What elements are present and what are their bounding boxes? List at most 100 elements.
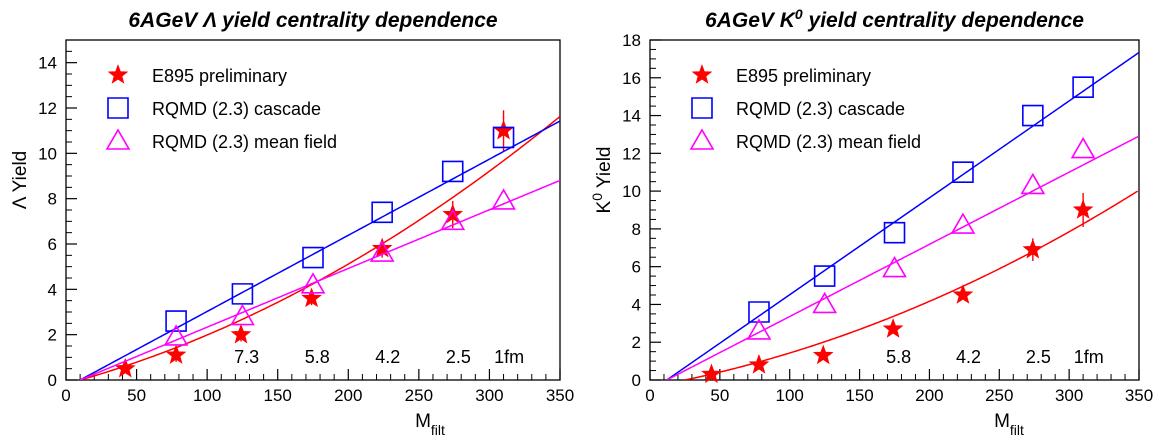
data-point xyxy=(371,237,393,258)
centrality-annotation: 7.3 xyxy=(234,347,259,367)
plot-frame xyxy=(65,39,561,381)
data-point xyxy=(882,318,904,338)
data-point xyxy=(369,240,395,262)
y-tick-label: 10 xyxy=(38,144,57,163)
x-tick-label: 350 xyxy=(1125,386,1153,405)
centrality-annotation: 2.5 xyxy=(446,347,471,367)
data-point xyxy=(1022,104,1044,127)
data-point xyxy=(701,363,722,384)
data-point xyxy=(1020,172,1046,195)
series-triangle xyxy=(666,135,1139,380)
y-tick-label: 12 xyxy=(622,144,641,163)
centrality-annotation: 4.2 xyxy=(375,347,400,367)
legend-marker xyxy=(691,97,713,119)
data-point xyxy=(883,221,906,244)
series-square xyxy=(79,120,560,380)
y-tick-label: 4 xyxy=(632,295,641,314)
y-tick-label: 16 xyxy=(622,69,641,88)
x-tick-label: 0 xyxy=(61,386,70,405)
x-tick-label: 200 xyxy=(334,386,362,405)
y-tick-label: 2 xyxy=(48,326,57,345)
data-point xyxy=(440,208,466,231)
data-point xyxy=(1022,238,1044,259)
legend-label: RQMD (2.3) mean field xyxy=(152,132,337,152)
legend-label: RQMD (2.3) cascade xyxy=(152,99,321,119)
data-point xyxy=(441,160,464,183)
data-point xyxy=(230,323,252,344)
centrality-annotation: 5.8 xyxy=(886,347,911,367)
legend-marker xyxy=(107,97,129,119)
y-tick-label: 10 xyxy=(622,182,641,201)
data-point xyxy=(882,255,907,278)
data-point xyxy=(302,246,324,269)
data-point xyxy=(114,357,136,378)
centrality-annotation: 1fm xyxy=(1074,347,1104,367)
x-tick-label: 300 xyxy=(1055,386,1083,405)
x-tick-label: 200 xyxy=(915,386,943,405)
x-tick-label: 150 xyxy=(845,386,873,405)
x-axis-label: Mfilt xyxy=(415,411,445,438)
chart-panel-2: 6AGeV K0 yield centrality dependence 0 50 1… xyxy=(589,6,1153,438)
y-tick-label: 18 xyxy=(622,31,641,50)
chart-title: 6AGeV K0 yield centrality dependence xyxy=(705,6,1084,32)
centrality-annotation: 5.8 xyxy=(305,347,330,367)
y-tick-label: 4 xyxy=(48,280,57,299)
y-tick-label: 6 xyxy=(632,258,641,277)
legend-label: RQMD (2.3) cascade xyxy=(736,99,905,119)
data-point xyxy=(371,201,393,224)
data-point xyxy=(231,283,254,305)
data-point xyxy=(165,310,187,332)
x-tick-label: 100 xyxy=(776,386,804,405)
x-tick-label: 300 xyxy=(475,386,503,405)
data-point xyxy=(950,212,976,234)
legend-marker xyxy=(691,64,713,84)
x-tick-label: 350 xyxy=(546,386,574,405)
x-tick-label: 0 xyxy=(645,386,654,405)
data-point xyxy=(952,161,974,184)
centrality-annotation: 1fm xyxy=(494,347,524,367)
fit-curve xyxy=(666,135,1139,380)
data-point xyxy=(301,287,322,308)
fit-curve xyxy=(684,190,1138,380)
data-point xyxy=(492,126,515,149)
fit-curve xyxy=(79,120,560,380)
legend-label: E895 preliminary xyxy=(152,66,287,86)
data-point xyxy=(230,303,255,326)
y-axis-label: Λ Yield xyxy=(10,151,31,209)
data-point xyxy=(1072,76,1094,99)
data-point xyxy=(1072,199,1094,219)
data-point xyxy=(952,284,974,304)
y-tick-label: 0 xyxy=(632,371,641,390)
series-square xyxy=(666,51,1139,380)
legend-marker xyxy=(105,128,131,150)
centrality-annotation: 2.5 xyxy=(1026,347,1051,367)
data-point xyxy=(748,354,770,374)
x-tick-label: 150 xyxy=(264,386,292,405)
series-star xyxy=(684,190,1138,384)
chart-title: 6AGeV Λ yield centrality dependence xyxy=(128,9,498,32)
data-point xyxy=(748,301,770,323)
y-tick-label: 12 xyxy=(38,99,57,118)
legend-label: E895 preliminary xyxy=(736,66,871,86)
data-point xyxy=(300,272,326,294)
x-tick-label: 100 xyxy=(193,386,221,405)
y-tick-label: 14 xyxy=(38,54,57,73)
data-point xyxy=(813,265,836,287)
data-point xyxy=(491,188,516,210)
chart-panel-1: 6AGeV Λ yield centrality dependence 0 50 10… xyxy=(10,9,574,438)
legend-label: RQMD (2.3) mean field xyxy=(736,132,921,152)
series-triangle xyxy=(79,179,560,380)
fit-curve xyxy=(666,51,1139,380)
y-axis-label: K0 Yield xyxy=(589,147,615,214)
x-tick-label: 50 xyxy=(710,386,729,405)
x-tick-label: 250 xyxy=(405,386,433,405)
y-tick-label: 8 xyxy=(632,220,641,239)
data-point xyxy=(812,344,834,365)
data-point xyxy=(163,324,189,346)
x-tick-label: 250 xyxy=(985,386,1013,405)
y-tick-label: 6 xyxy=(48,235,57,254)
data-point xyxy=(165,344,187,364)
x-tick-label: 50 xyxy=(127,386,146,405)
y-tick-label: 8 xyxy=(48,190,57,209)
